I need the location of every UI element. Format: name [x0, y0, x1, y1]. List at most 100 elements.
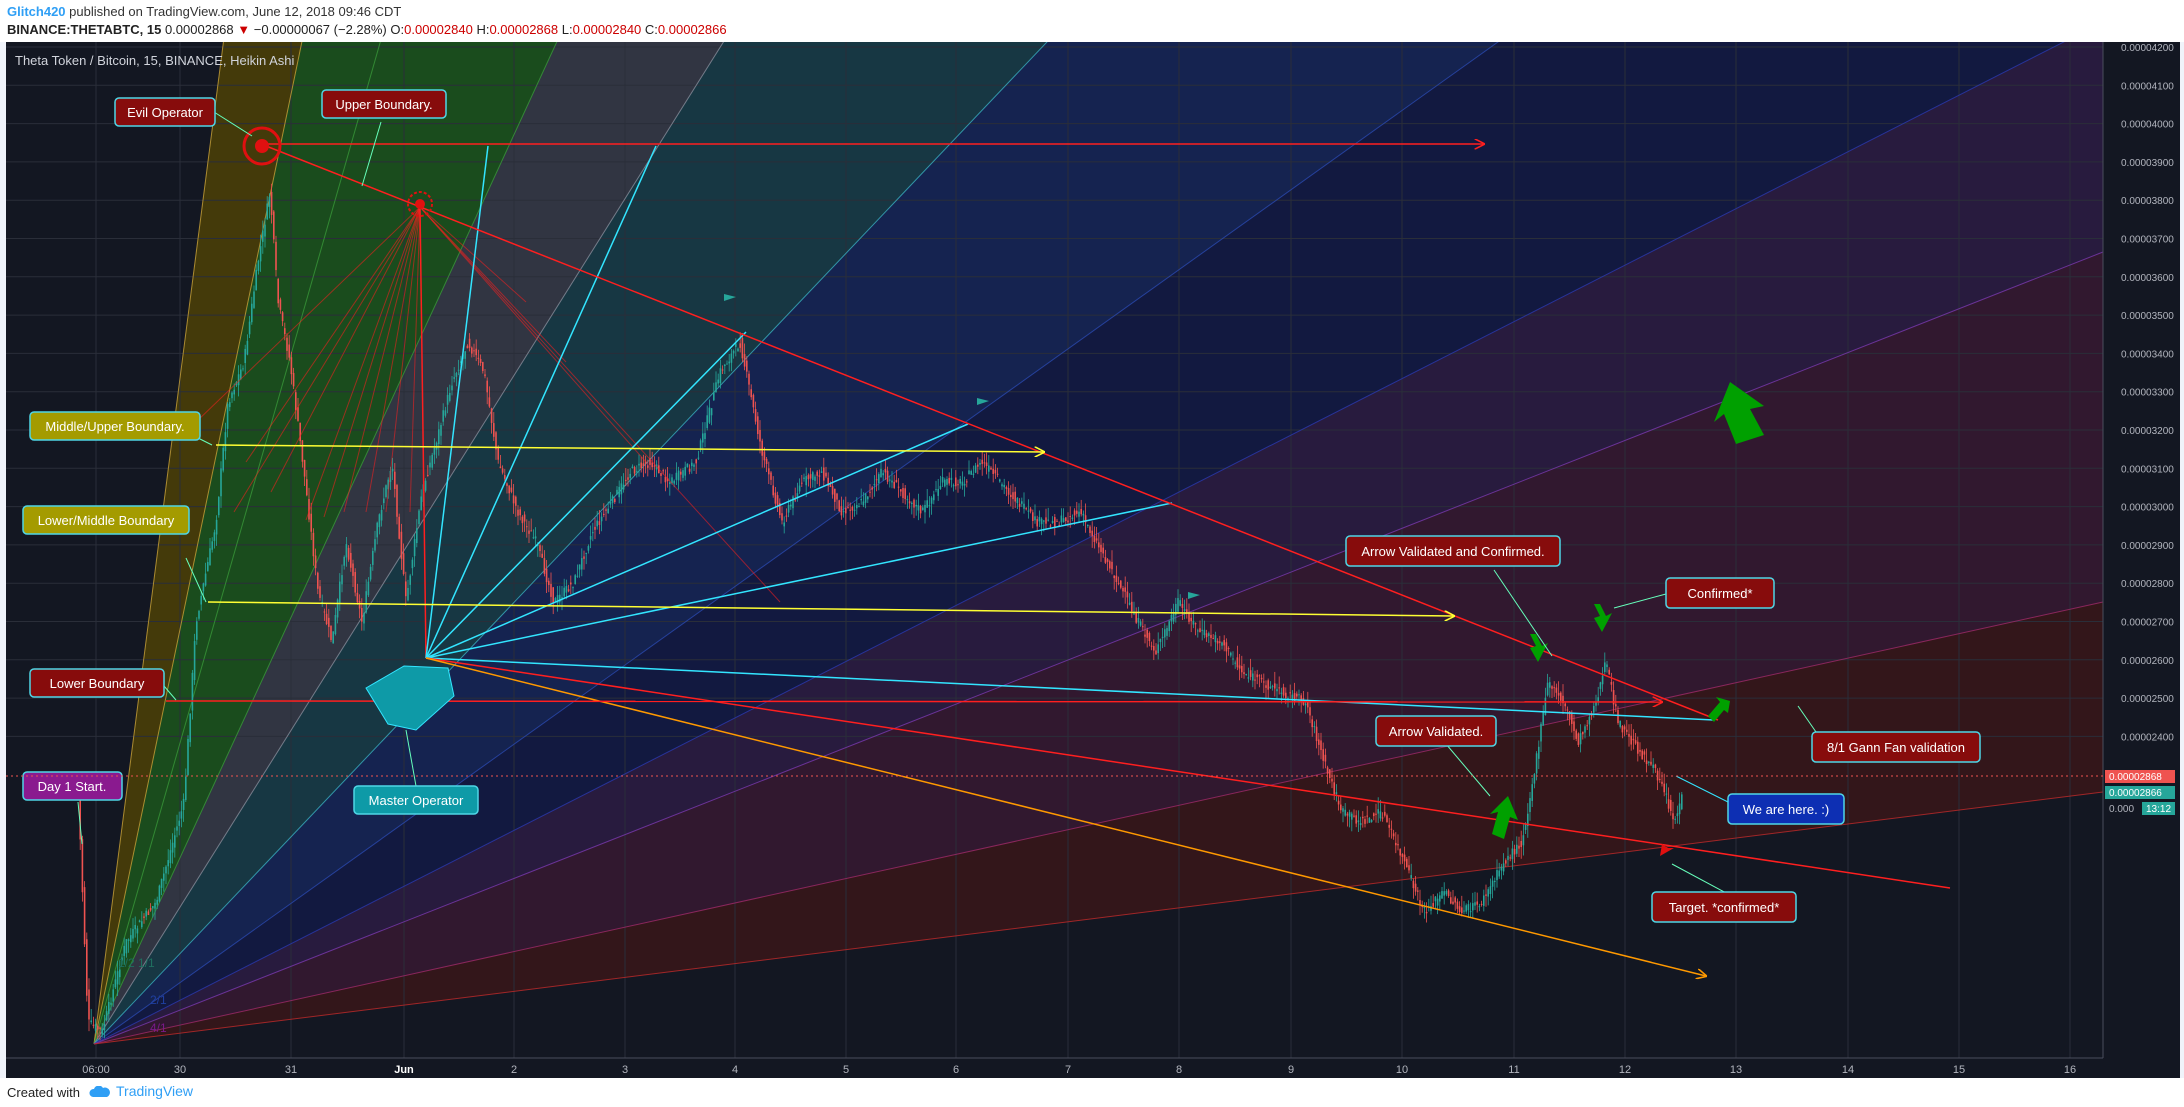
candle-body	[134, 924, 136, 930]
candle-body	[1573, 721, 1575, 731]
candle-body	[1362, 816, 1364, 819]
candle-body	[367, 581, 370, 596]
candle-body	[262, 230, 264, 242]
candle-body	[563, 587, 565, 597]
price-axis[interactable]	[2102, 42, 2180, 1078]
candle-body	[981, 459, 983, 464]
price-tick-label: 0.00003200	[2121, 426, 2174, 437]
day1-start-callout[interactable]	[22, 771, 123, 801]
candle-body	[1056, 520, 1058, 522]
target-confirmed-label: Target. *confirmed*	[1669, 900, 1780, 915]
candle-body	[1509, 857, 1511, 859]
candle-body	[1230, 652, 1232, 656]
candle-body	[1357, 820, 1360, 823]
candle-body	[1584, 726, 1586, 733]
gann-fan-line	[93, 42, 1048, 1045]
candle-body	[1102, 547, 1104, 554]
candle-body	[1047, 519, 1049, 521]
gann-fan-validation-callout[interactable]	[1811, 731, 1981, 763]
candle-body	[275, 241, 277, 271]
candle-body	[823, 467, 825, 481]
candle-body	[1485, 894, 1487, 896]
chart-area[interactable]: Evil Operator Upper Boundary. Middle/Upp…	[6, 42, 2180, 1078]
time-tick-label: 30	[174, 1064, 186, 1076]
candle-body	[565, 586, 568, 593]
candle-body	[299, 422, 301, 442]
we-are-here-callout[interactable]	[1727, 793, 1845, 825]
candle-body	[774, 492, 777, 504]
candle-body	[347, 547, 350, 560]
candle-body	[490, 408, 493, 423]
candle-body	[1342, 808, 1344, 812]
candle-body	[147, 911, 150, 916]
lower-boundary-label: Lower Boundary	[50, 676, 145, 691]
candle-body	[585, 552, 587, 554]
footer: Created with TradingView	[0, 1078, 2184, 1107]
candle-body	[266, 203, 268, 220]
arrow-validated-confirmed-callout[interactable]	[1345, 535, 1561, 567]
candle-body	[1630, 735, 1632, 745]
candle-body	[402, 553, 405, 574]
candle-body	[847, 507, 849, 509]
candle-body	[141, 921, 143, 928]
candle-body	[1615, 704, 1617, 707]
candle-body	[1392, 833, 1395, 837]
close-label: C:	[644, 22, 658, 37]
evil-operator-label: Evil Operator	[127, 105, 204, 120]
candle-body	[941, 477, 944, 483]
time-axis[interactable]	[6, 1057, 2180, 1078]
candle-body	[1663, 783, 1665, 793]
time-axis-ticks: 06:00 30 31 Jun 2 3 4 5 6 7 8 9 10 11 12 13 14 15 16	[82, 1064, 2076, 1076]
candle-body	[222, 447, 224, 471]
author-link[interactable]: Glitch420	[7, 4, 66, 19]
candle-body	[1406, 858, 1408, 868]
candle-body	[218, 497, 220, 516]
candle-body	[281, 312, 284, 322]
candle-body	[1667, 799, 1670, 809]
candle-body	[94, 1024, 97, 1031]
master-operator-callout[interactable]	[353, 785, 479, 815]
lower-middle-boundary-callout[interactable]	[22, 505, 190, 535]
candle-body	[1480, 903, 1483, 905]
candle-body	[1062, 518, 1065, 523]
candle-body	[1355, 815, 1357, 824]
candle-body	[1593, 705, 1595, 713]
candle-body	[677, 470, 680, 481]
candle-body	[1223, 639, 1225, 646]
upper-boundary-callout[interactable]	[321, 89, 447, 119]
tradingview-link[interactable]: TradingView	[89, 1083, 193, 1099]
bar-countdown-text: 13:12	[2146, 804, 2171, 815]
candle-body	[121, 957, 123, 961]
candle-body	[763, 451, 766, 461]
candle-body	[625, 479, 627, 481]
lower-boundary-callout[interactable]	[29, 668, 165, 698]
candle-body	[1045, 517, 1047, 524]
candle-body	[244, 348, 246, 364]
confirmed-callout[interactable]	[1665, 577, 1775, 609]
chart-canvas[interactable]: Evil Operator Upper Boundary. Middle/Upp…	[6, 42, 2180, 1078]
arrow-confirmed-2-icon	[1594, 604, 1612, 632]
candle-body	[966, 481, 968, 483]
candle-body	[407, 587, 409, 601]
candle-body	[805, 476, 807, 486]
candle-body	[1621, 726, 1624, 733]
candle-body	[1146, 629, 1148, 638]
middle-upper-boundary-callout[interactable]	[29, 411, 201, 441]
candle-body	[671, 477, 673, 484]
candle-body	[1489, 886, 1492, 895]
candle-body	[607, 508, 609, 514]
candle-body	[1676, 813, 1679, 817]
candle-body	[376, 522, 378, 538]
price-tick-label: 0.00003800	[2121, 196, 2174, 207]
candle-body	[1060, 515, 1063, 523]
candle-body	[176, 826, 178, 831]
candle-body	[1456, 901, 1459, 909]
candle-body	[482, 362, 484, 371]
target-confirmed-callout[interactable]	[1651, 891, 1797, 923]
candle-body	[1285, 692, 1287, 699]
candle-body	[1599, 682, 1602, 689]
candle-body	[446, 394, 449, 405]
arrow-validated-callout[interactable]	[1375, 715, 1497, 747]
candle-body	[871, 487, 873, 490]
evil-operator-callout[interactable]	[114, 97, 216, 127]
